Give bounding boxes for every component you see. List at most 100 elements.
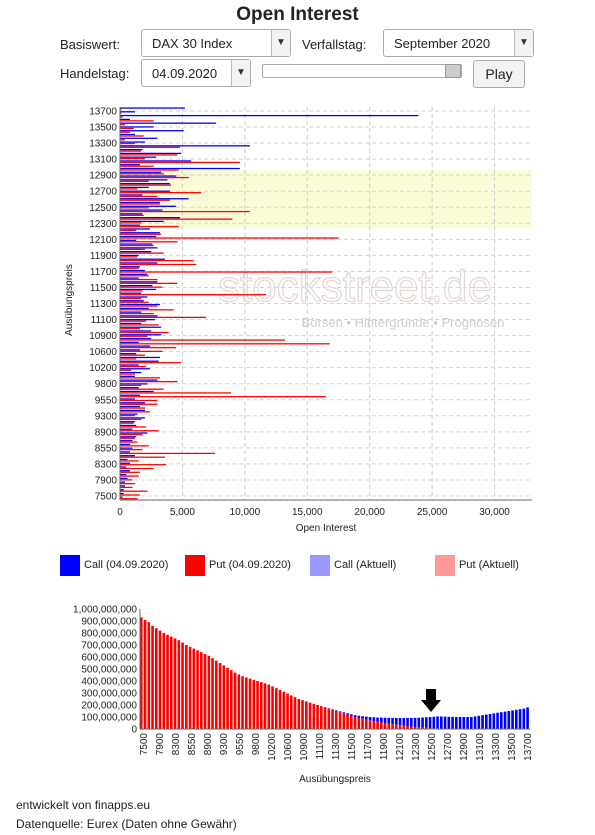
call-bar <box>120 428 133 430</box>
put-bar <box>188 646 192 729</box>
put-bar <box>331 709 334 729</box>
call-bar <box>120 107 185 109</box>
call-bar <box>120 462 130 464</box>
basiswert-select[interactable]: DAX 30 Index ▼ <box>141 29 291 57</box>
basiswert-value: DAX 30 Index <box>152 36 233 51</box>
put-bar <box>120 418 142 421</box>
put-bar <box>120 184 172 186</box>
put-bar <box>293 697 297 729</box>
put-bar <box>120 441 138 443</box>
call-bar <box>120 285 153 287</box>
call-bar <box>522 708 526 729</box>
put-bar <box>120 226 179 228</box>
call-bar <box>406 717 409 727</box>
call-bar <box>120 145 250 147</box>
legend-label: Call (04.09.2020) <box>84 559 169 571</box>
y-tick-label: 800,000,000 <box>81 629 137 640</box>
x-tick-label: 8550 <box>187 733 198 756</box>
x-tick-label: 8300 <box>171 733 182 756</box>
call-bar <box>120 311 142 313</box>
put-bar <box>350 715 353 729</box>
put-bar <box>120 241 178 243</box>
y-tick-label: 12100 <box>89 235 117 246</box>
call-bar <box>120 288 157 291</box>
call-bar <box>383 717 387 723</box>
y-tick-label: 200,000,000 <box>81 701 137 712</box>
put-bar <box>368 720 372 729</box>
x-tick-label: 25,000 <box>417 507 448 518</box>
call-bar <box>120 205 177 207</box>
call-bar <box>440 716 443 729</box>
y-axis-title: Ausübungspreis <box>64 264 75 336</box>
put-bar <box>297 699 301 729</box>
put-bar <box>425 727 428 729</box>
put-bar <box>316 705 319 729</box>
call-bar <box>120 379 158 381</box>
put-bar <box>120 199 170 201</box>
call-bar <box>120 126 154 128</box>
put-bar <box>120 380 178 383</box>
put-bar <box>140 617 143 729</box>
put-bar <box>120 365 147 368</box>
put-bar <box>120 430 159 432</box>
put-bar <box>120 335 148 337</box>
put-bar <box>120 169 179 171</box>
y-tick-label: 700,000,000 <box>81 641 137 652</box>
page-title: Open Interest <box>236 4 359 25</box>
call-bar <box>425 717 428 728</box>
put-bar <box>120 203 160 205</box>
call-bar <box>353 715 357 717</box>
x-tick-label: 11300 <box>331 733 342 761</box>
put-bar <box>120 286 163 288</box>
put-bar <box>177 640 181 729</box>
legend-label: Call (Aktuell) <box>334 559 397 571</box>
call-bar <box>120 326 162 328</box>
handelstag-select[interactable]: 04.09.2020 ▼ <box>141 59 251 87</box>
call-bar <box>120 164 140 166</box>
slider-thumb[interactable] <box>445 64 461 78</box>
call-bar <box>120 156 157 158</box>
call-bar <box>120 148 143 151</box>
put-bar <box>120 180 149 182</box>
call-bar <box>120 417 145 419</box>
put-bar <box>387 723 391 729</box>
date-slider[interactable] <box>262 64 462 78</box>
call-bar <box>120 458 128 461</box>
call-bar <box>120 368 150 370</box>
put-bar <box>120 358 137 360</box>
put-bar <box>211 658 214 729</box>
call-bar <box>120 296 148 298</box>
call-bar <box>120 198 189 200</box>
call-bar <box>443 716 447 729</box>
call-bar <box>120 371 142 374</box>
x-tick-label: 13500 <box>507 733 518 761</box>
call-bar <box>391 717 394 725</box>
put-bar <box>120 373 135 375</box>
put-bar <box>120 388 164 390</box>
put-bar <box>120 150 142 152</box>
call-bar <box>120 269 145 272</box>
put-bar <box>120 490 148 492</box>
put-bar <box>120 116 123 118</box>
call-bar <box>473 716 477 729</box>
verfallstag-select[interactable]: September 2020 ▼ <box>383 29 534 57</box>
call-bar <box>120 455 135 457</box>
put-bar <box>120 399 158 402</box>
call-bar <box>515 709 518 729</box>
put-bar <box>398 725 402 729</box>
put-bar <box>120 346 177 349</box>
put-bar <box>120 108 122 111</box>
call-bar <box>120 247 158 249</box>
y-tick-label: 1,000,000,000 <box>73 605 137 616</box>
call-bar <box>436 716 439 729</box>
put-bar <box>120 392 232 394</box>
x-tick-label: 0 <box>117 507 123 518</box>
put-bar <box>120 426 147 428</box>
put-bar <box>256 681 259 729</box>
call-bar <box>120 254 139 257</box>
play-button[interactable]: Play <box>473 60 525 88</box>
x-tick-label: 10200 <box>267 733 278 761</box>
put-bar <box>120 479 133 481</box>
put-bar <box>120 260 194 262</box>
verfallstag-value: September 2020 <box>394 36 491 51</box>
